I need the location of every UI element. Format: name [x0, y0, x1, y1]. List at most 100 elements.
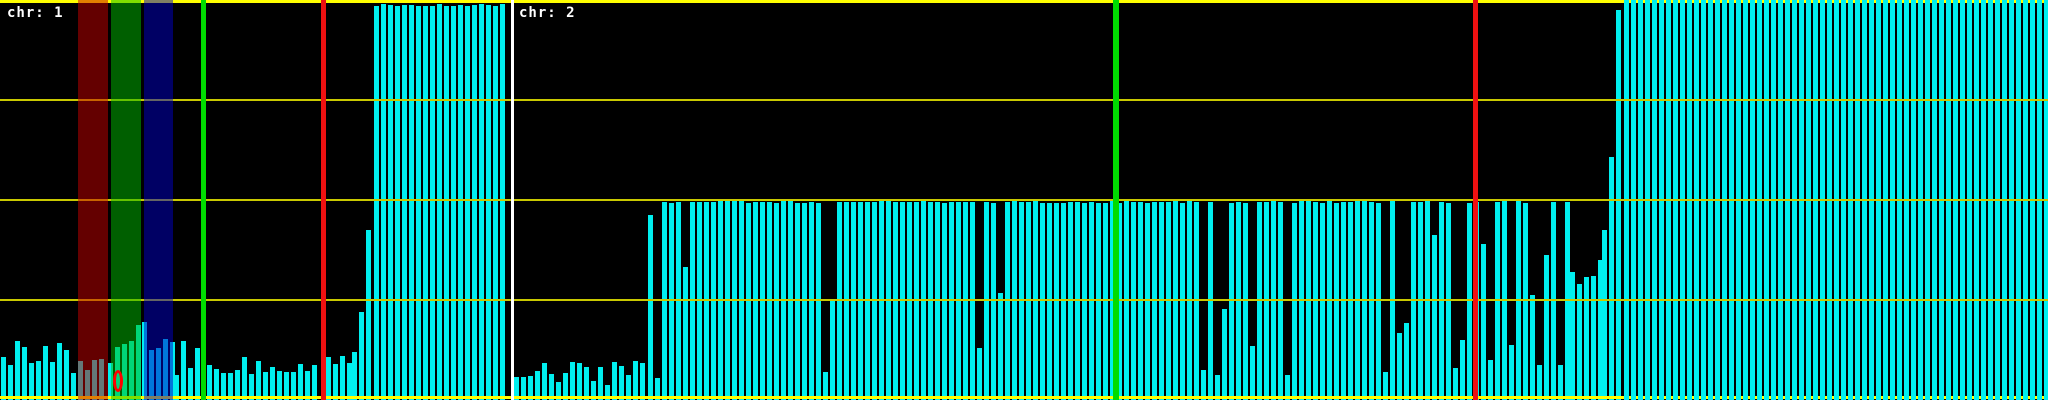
coverage-bar [704, 202, 709, 400]
coverage-bar [493, 6, 498, 400]
coverage-bar [711, 202, 716, 400]
coverage-bar [1530, 295, 1535, 400]
coverage-bar [1495, 202, 1500, 400]
coverage-bar [333, 364, 338, 400]
coverage-bar [844, 202, 849, 400]
coverage-bar [347, 363, 352, 400]
coverage-bar [359, 312, 364, 400]
coverage-bar [746, 203, 751, 400]
coverage-bar [1313, 202, 1318, 400]
coverage-bar [970, 202, 975, 400]
coverage-bar [648, 215, 653, 400]
coverage-bar [1145, 203, 1150, 400]
panel-label-chr2: chr: 2 [519, 5, 576, 21]
coverage-bar [50, 362, 55, 400]
coverage-bar [760, 202, 765, 400]
coverage-bar [549, 374, 554, 400]
coverage-bar [914, 202, 919, 400]
coverage-bar [1243, 203, 1248, 400]
coverage-bar [851, 202, 856, 400]
coverage-bar [1, 357, 6, 400]
coverage-bar [270, 367, 275, 400]
coverage-bar [1152, 202, 1157, 400]
coverage-bar [326, 357, 331, 400]
coverage-bar [823, 372, 828, 400]
coverage-bar [1488, 360, 1493, 400]
coverage-bar [1523, 203, 1528, 400]
coverage-bar [214, 369, 219, 400]
cnv-band-blue [144, 0, 173, 400]
coverage-bar [64, 350, 69, 400]
coverage-bar [998, 293, 1003, 400]
coverage-bar [1285, 375, 1290, 400]
coverage-bar [242, 357, 247, 400]
coverage-bar [1418, 202, 1423, 400]
coverage-bar [1103, 203, 1108, 400]
coverage-bar [809, 202, 814, 400]
coverage-bar [195, 348, 200, 400]
coverage-bar [352, 352, 357, 400]
coverage-bar [381, 4, 386, 400]
coverage-bar [521, 377, 526, 400]
coverage-bar [900, 202, 905, 400]
coverage-bar [584, 367, 589, 400]
coverage-bar [633, 361, 638, 400]
coverage-bar [472, 5, 477, 400]
coverage-bar [1096, 203, 1101, 400]
coverage-bar [1565, 202, 1570, 400]
coverage-bar [1369, 202, 1374, 400]
coverage-bar [956, 202, 961, 400]
coverage-bar [683, 267, 688, 400]
coverage-bar [774, 203, 779, 400]
coverage-bar [1075, 202, 1080, 400]
coverage-bar [935, 202, 940, 400]
coverage-bar [1411, 202, 1416, 400]
coverage-bar [1439, 202, 1444, 400]
gridline-outer [0, 0, 2048, 3]
coverage-bar [753, 202, 758, 400]
coverage-bar [1341, 202, 1346, 400]
coverage-bar [416, 6, 421, 400]
coverage-bar [858, 202, 863, 400]
coverage-bar [570, 362, 575, 400]
coverage-bar [366, 230, 371, 400]
coverage-bar [1005, 202, 1010, 400]
coverage-bar [1537, 365, 1542, 400]
coverage-bar [1222, 309, 1227, 400]
coverage-bar [795, 203, 800, 400]
coverage-bar [1061, 203, 1066, 400]
coverage-bar [207, 365, 212, 400]
cnv-band-green [111, 0, 141, 400]
coverage-bar [1616, 10, 1621, 400]
coverage-bar [1551, 202, 1556, 400]
coverage-bar [872, 202, 877, 400]
coverage-bar [1446, 203, 1451, 400]
coverage-bar [1026, 202, 1031, 400]
coverage-bar [1201, 370, 1206, 400]
coverage-bar [1584, 277, 1589, 400]
coverage-bar [1159, 202, 1164, 400]
coverage-bar [1047, 203, 1052, 400]
coverage-bar [669, 203, 674, 400]
coverage-bar [1257, 202, 1262, 400]
coverage-bar [928, 202, 933, 400]
coverage-bar [556, 382, 561, 400]
coverage-bar [1609, 157, 1614, 400]
coverage-bar [1397, 333, 1402, 400]
coverage-bar [298, 364, 303, 400]
coverage-bar [374, 6, 379, 400]
coverage-bar [1180, 203, 1185, 400]
coverage-bar [1404, 323, 1409, 400]
coverage-bar [1138, 202, 1143, 400]
coverage-bar [893, 202, 898, 400]
coverage-bar [1602, 230, 1607, 400]
coverage-bar [402, 5, 407, 400]
coverage-bar [500, 4, 505, 400]
coverage-bar [486, 5, 491, 400]
gridline-inner [0, 99, 2048, 101]
coverage-bar [991, 203, 996, 400]
coverage-bar [1570, 272, 1575, 400]
coverage-bar [612, 362, 617, 400]
coverage-bar [1460, 340, 1465, 400]
